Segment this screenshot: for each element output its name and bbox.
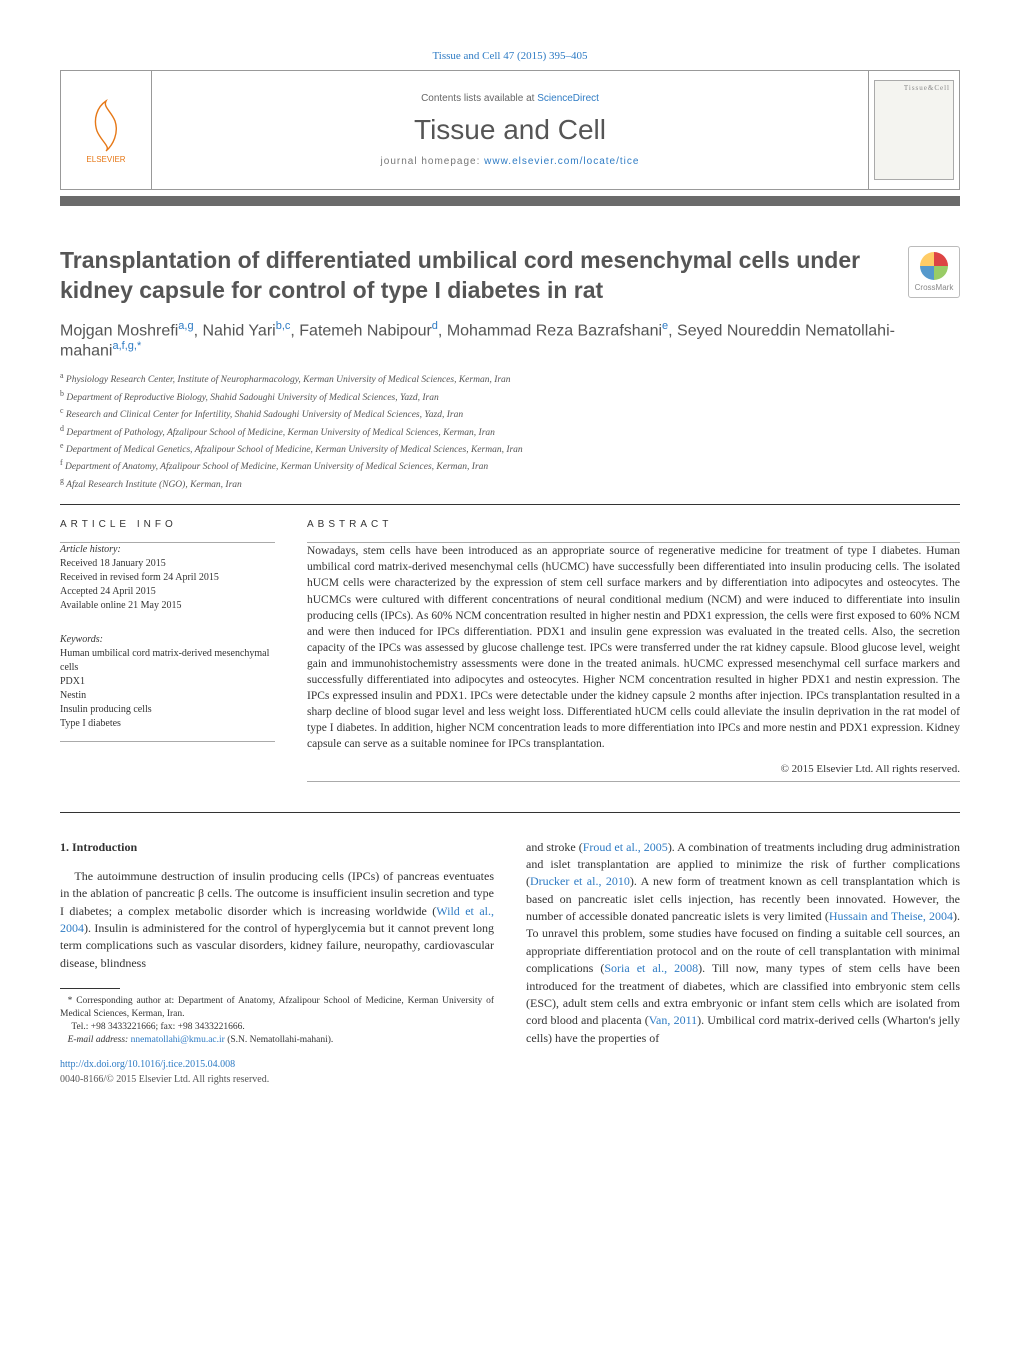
- crossmark-label: CrossMark: [915, 283, 954, 292]
- divider: [60, 812, 960, 813]
- intro-paragraph: and stroke (Froud et al., 2005). A combi…: [526, 839, 960, 1048]
- abstract-label: abstract: [307, 519, 960, 530]
- affiliation: f Department of Anatomy, Afzalipour Scho…: [60, 457, 960, 474]
- history-received: Received 18 January 2015: [60, 557, 275, 571]
- history-revised: Received in revised form 24 April 2015: [60, 571, 275, 585]
- body-column-left: 1. Introduction The autoimmune destructi…: [60, 839, 494, 1088]
- citation-link[interactable]: Tissue and Cell 47 (2015) 395–405: [432, 50, 587, 62]
- homepage-link[interactable]: www.elsevier.com/locate/tice: [484, 156, 639, 167]
- divider: [307, 781, 960, 782]
- keyword: Human umbilical cord matrix-derived mese…: [60, 647, 275, 675]
- crossmark-badge[interactable]: CrossMark: [908, 246, 960, 298]
- email-line: E-mail address: nnematollahi@kmu.ac.ir (…: [60, 1034, 494, 1047]
- citation: Tissue and Cell 47 (2015) 395–405: [60, 50, 960, 62]
- body-columns: 1. Introduction The autoimmune destructi…: [60, 839, 960, 1088]
- intro-heading: 1. Introduction: [60, 839, 494, 856]
- article-info-label: article info: [60, 519, 275, 530]
- history-accepted: Accepted 24 April 2015: [60, 585, 275, 599]
- abstract-column: abstract Nowadays, stem cells have been …: [307, 519, 960, 781]
- cover-label: Tissue&Cell: [878, 84, 950, 92]
- abstract-text: Nowadays, stem cells have been introduce…: [307, 543, 960, 752]
- divider: [60, 741, 275, 742]
- tel-fax: Tel.: +98 3433221666; fax: +98 343322166…: [60, 1021, 494, 1034]
- keyword: Insulin producing cells: [60, 703, 275, 717]
- doi-link[interactable]: http://dx.doi.org/10.1016/j.tice.2015.04…: [60, 1059, 235, 1070]
- authors: Mojgan Moshrefia,g, Nahid Yarib,c, Fatem…: [60, 320, 960, 361]
- reference-link[interactable]: Hussain and Theise, 2004: [829, 909, 953, 923]
- affiliation: b Department of Reproductive Biology, Sh…: [60, 388, 960, 405]
- article-history: Article history: Received 18 January 201…: [60, 543, 275, 613]
- keyword: PDX1: [60, 675, 275, 689]
- affiliation: c Research and Clinical Center for Infer…: [60, 405, 960, 422]
- affiliation: a Physiology Research Center, Institute …: [60, 370, 960, 387]
- contents-line: Contents lists available at ScienceDirec…: [421, 93, 599, 104]
- sciencedirect-link[interactable]: ScienceDirect: [537, 93, 599, 104]
- affiliation: g Afzal Research Institute (NGO), Kerman…: [60, 475, 960, 492]
- affiliation: d Department of Pathology, Afzalipour Sc…: [60, 423, 960, 440]
- reference-link[interactable]: Wild et al., 2004: [60, 904, 494, 935]
- email-link[interactable]: nnematollahi@kmu.ac.ir: [131, 1035, 225, 1045]
- article-info-column: article info Article history: Received 1…: [60, 519, 275, 781]
- abstract-copyright: © 2015 Elsevier Ltd. All rights reserved…: [307, 763, 960, 775]
- divider: [60, 504, 960, 505]
- journal-header: ELSEVIER Contents lists available at Sci…: [60, 70, 960, 190]
- cover-image-box: Tissue&Cell: [869, 71, 959, 189]
- footnote-separator: [60, 988, 120, 989]
- article-title: Transplantation of differentiated umbili…: [60, 246, 896, 306]
- separator-bar: [60, 196, 960, 206]
- crossmark-icon: [920, 252, 948, 280]
- history-online: Available online 21 May 2015: [60, 599, 275, 613]
- elsevier-logo: ELSEVIER: [83, 97, 129, 164]
- keyword: Type I diabetes: [60, 717, 275, 731]
- affiliation: e Department of Medical Genetics, Afzali…: [60, 440, 960, 457]
- email-suffix: (S.N. Nematollahi-mahani).: [225, 1035, 333, 1045]
- keywords-label: Keywords:: [60, 633, 275, 647]
- issn-copyright: 0040-8166/© 2015 Elsevier Ltd. All right…: [60, 1073, 494, 1088]
- homepage-line: journal homepage: www.elsevier.com/locat…: [381, 156, 640, 167]
- history-label: Article history:: [60, 543, 275, 557]
- reference-link[interactable]: Drucker et al., 2010: [530, 874, 630, 888]
- intro-paragraph: The autoimmune destruction of insulin pr…: [60, 868, 494, 972]
- body-column-right: and stroke (Froud et al., 2005). A combi…: [526, 839, 960, 1088]
- keywords-block: Keywords: Human umbilical cord matrix-de…: [60, 633, 275, 731]
- publisher-name: ELSEVIER: [83, 155, 129, 164]
- reference-link[interactable]: Van, 2011: [649, 1013, 697, 1027]
- reference-link[interactable]: Soria et al., 2008: [604, 961, 698, 975]
- cover-thumbnail: Tissue&Cell: [874, 80, 954, 180]
- keyword: Nestin: [60, 689, 275, 703]
- publisher-logo-box: ELSEVIER: [61, 71, 151, 189]
- email-label: E-mail address:: [68, 1035, 131, 1045]
- doi-block: http://dx.doi.org/10.1016/j.tice.2015.04…: [60, 1058, 494, 1087]
- corresponding-author: * Corresponding author at: Department of…: [60, 995, 494, 1021]
- reference-link[interactable]: Froud et al., 2005: [583, 840, 668, 854]
- journal-title: Tissue and Cell: [414, 114, 606, 146]
- affiliations: a Physiology Research Center, Institute …: [60, 370, 960, 492]
